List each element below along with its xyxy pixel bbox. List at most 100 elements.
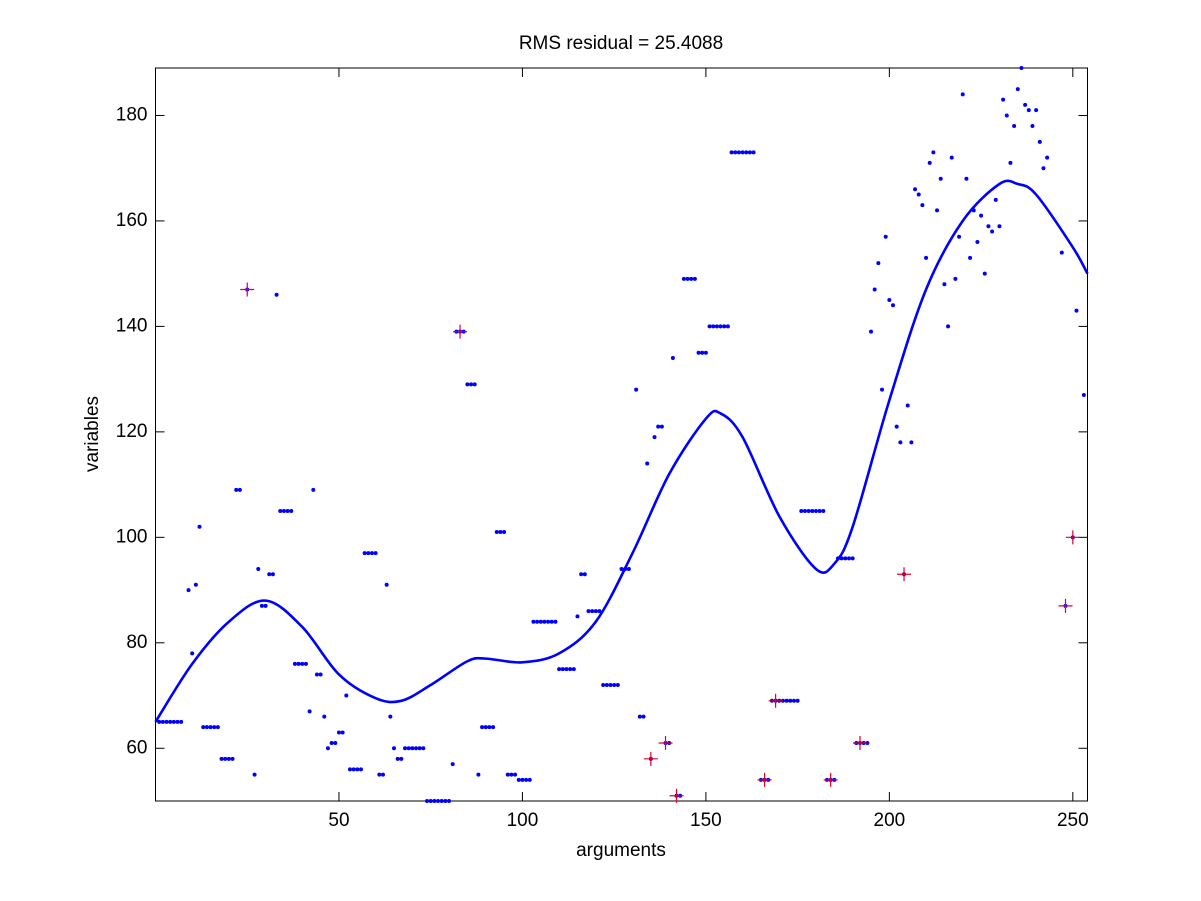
data-point xyxy=(215,725,220,730)
data-point xyxy=(1074,308,1079,313)
data-point xyxy=(234,487,239,492)
data-point xyxy=(593,609,598,614)
data-point xyxy=(256,566,261,571)
outlier-marker xyxy=(768,693,783,708)
x-tick-label: 200 xyxy=(874,810,906,831)
data-point xyxy=(498,530,503,535)
data-point xyxy=(373,551,378,556)
data-point xyxy=(887,298,892,303)
data-point xyxy=(942,282,947,287)
data-point xyxy=(1045,155,1050,160)
data-point xyxy=(964,176,969,181)
data-point xyxy=(399,756,404,761)
data-point xyxy=(916,192,921,197)
data-point xyxy=(571,667,576,672)
data-point xyxy=(314,672,319,677)
outlier-marker xyxy=(897,567,912,582)
data-point xyxy=(369,551,374,556)
data-point xyxy=(344,693,349,698)
data-point xyxy=(336,730,341,735)
data-point xyxy=(212,725,217,730)
data-point xyxy=(850,556,855,561)
data-point xyxy=(1059,250,1064,255)
data-point xyxy=(425,799,430,803)
data-point xyxy=(223,756,228,761)
data-point xyxy=(1030,124,1035,129)
data-point xyxy=(975,240,980,245)
data-point xyxy=(931,150,936,155)
data-point xyxy=(160,719,165,724)
y-tick-label: 180 xyxy=(116,104,148,125)
data-point xyxy=(494,530,499,535)
data-point xyxy=(340,730,345,735)
data-point xyxy=(604,682,609,687)
outlier-marker xyxy=(453,324,468,339)
data-point xyxy=(509,772,514,777)
data-point xyxy=(718,324,723,329)
data-point xyxy=(733,150,738,155)
data-point xyxy=(527,777,532,782)
data-point xyxy=(601,682,606,687)
data-point xyxy=(608,682,613,687)
data-point xyxy=(780,698,785,703)
data-point xyxy=(982,271,987,276)
data-point xyxy=(564,667,569,672)
data-point xyxy=(406,746,411,751)
data-point xyxy=(259,603,264,608)
data-point xyxy=(784,698,789,703)
data-point xyxy=(535,619,540,624)
data-point xyxy=(707,324,712,329)
data-point xyxy=(531,619,536,624)
data-point xyxy=(799,508,804,513)
data-point xyxy=(421,746,426,751)
data-point xyxy=(366,551,371,556)
data-point xyxy=(703,350,708,355)
data-point xyxy=(835,556,840,561)
data-point xyxy=(924,255,929,260)
data-point xyxy=(700,350,705,355)
data-point xyxy=(968,255,973,260)
data-point xyxy=(880,387,885,392)
data-point xyxy=(990,229,995,234)
data-point xyxy=(612,682,617,687)
data-point xyxy=(322,714,327,719)
data-point xyxy=(524,777,529,782)
data-point xyxy=(696,350,701,355)
data-point xyxy=(920,203,925,208)
data-point xyxy=(230,756,235,761)
data-point xyxy=(751,150,756,155)
data-point xyxy=(597,609,602,614)
data-point xyxy=(685,276,690,281)
data-point xyxy=(186,588,191,593)
data-point xyxy=(219,756,224,761)
data-point xyxy=(619,566,624,571)
data-point xyxy=(579,572,584,577)
data-point xyxy=(1037,139,1042,144)
data-point xyxy=(590,609,595,614)
data-point xyxy=(480,725,485,730)
data-point xyxy=(582,572,587,577)
data-point xyxy=(226,756,231,761)
data-point xyxy=(993,197,998,202)
data-point xyxy=(725,324,730,329)
data-point xyxy=(810,508,815,513)
outlier-marker xyxy=(1058,598,1073,613)
data-point xyxy=(1019,66,1024,70)
data-point xyxy=(898,440,903,445)
x-axis-label: arguments xyxy=(576,840,666,861)
outlier-marker xyxy=(853,735,868,750)
data-point xyxy=(626,566,631,571)
x-tick-label: 100 xyxy=(507,810,539,831)
data-point xyxy=(410,746,415,751)
data-point xyxy=(439,799,444,803)
data-point xyxy=(380,772,385,777)
data-point xyxy=(740,150,745,155)
data-point xyxy=(476,772,481,777)
y-axis-label: variables xyxy=(82,396,103,472)
data-point xyxy=(447,799,452,803)
data-point xyxy=(1041,166,1046,171)
data-point xyxy=(670,356,675,361)
data-point xyxy=(204,725,209,730)
data-point xyxy=(681,276,686,281)
data-point xyxy=(487,725,492,730)
